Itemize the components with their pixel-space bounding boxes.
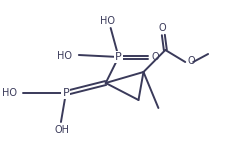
Text: O: O [187, 56, 195, 66]
Text: O: O [152, 52, 159, 62]
Text: OH: OH [54, 125, 70, 135]
Text: P: P [63, 88, 69, 98]
Text: HO: HO [100, 16, 115, 26]
Text: HO: HO [57, 51, 72, 61]
Text: P: P [115, 52, 122, 62]
Text: O: O [159, 23, 166, 33]
Text: HO: HO [2, 88, 17, 98]
